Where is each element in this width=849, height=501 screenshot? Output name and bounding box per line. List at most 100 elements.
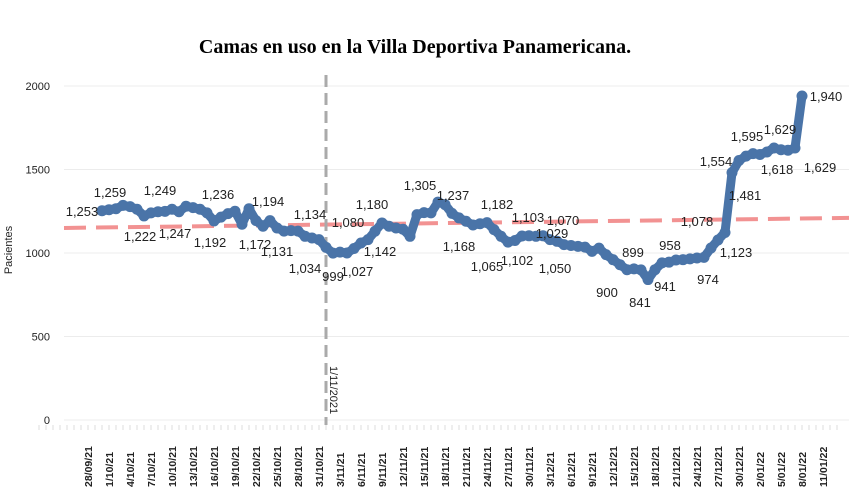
x-tick-label: 16/10/21 (209, 446, 221, 487)
data-label: 1,034 (289, 261, 322, 276)
x-tick-label: 6/11/21 (356, 452, 368, 487)
data-label: 1,253 (66, 204, 99, 219)
data-label: 1,236 (202, 187, 235, 202)
x-tick-label: 18/11/21 (440, 447, 452, 487)
data-label: 1,102 (501, 253, 534, 268)
x-tick-label: 4/10/21 (125, 452, 137, 487)
x-tick-label: 2/01/22 (755, 452, 767, 487)
data-point (649, 264, 661, 276)
x-tick-label: 6/12/21 (566, 452, 578, 487)
data-point (796, 90, 808, 102)
y-axis-label: Pacientes (3, 225, 15, 274)
data-label: 1,180 (356, 197, 389, 212)
data-point (404, 230, 416, 242)
data-point (635, 264, 647, 276)
x-tick-label: 31/10/21 (314, 446, 326, 487)
x-tick-label: 10/10/21 (167, 446, 179, 487)
data-label: 1,080 (332, 215, 365, 230)
data-point (712, 234, 724, 246)
x-tick-label: 19/10/21 (230, 446, 242, 487)
data-point (789, 142, 801, 154)
data-label: 1,168 (443, 239, 476, 254)
data-label: 1,554 (700, 154, 733, 169)
data-point (642, 274, 654, 286)
data-label: 1,182 (481, 197, 514, 212)
x-tick-label: 9/11/21 (377, 452, 389, 487)
data-label: 1,618 (761, 162, 794, 177)
vertical-marker-label: 1/11/2021 (327, 366, 339, 414)
data-label: 1,192 (194, 235, 227, 250)
data-label: 1,142 (364, 244, 397, 259)
data-label: 1,237 (437, 188, 470, 203)
data-point (362, 234, 374, 246)
data-point (201, 207, 213, 219)
data-point (369, 225, 381, 237)
data-point (719, 226, 731, 238)
x-tick-label: 3/12/21 (545, 452, 557, 487)
data-point (229, 205, 241, 217)
data-label: 1,065 (471, 259, 504, 274)
data-label: 1,050 (539, 261, 572, 276)
x-tick-label: 24/11/21 (482, 447, 494, 487)
data-point (593, 242, 605, 254)
data-point (488, 224, 500, 236)
data-label: 899 (622, 245, 644, 260)
y-tick-label: 1000 (26, 248, 50, 260)
x-tick-label: 15/11/21 (419, 447, 431, 487)
data-point (236, 218, 248, 230)
chart-title: Camas en uso en la Villa Deportiva Panam… (198, 36, 632, 58)
data-label: 1,131 (261, 244, 294, 259)
data-point (425, 207, 437, 219)
y-tick-label: 500 (32, 332, 50, 344)
data-label: 974 (697, 272, 719, 287)
data-label: 900 (596, 285, 618, 300)
x-tick-label: 5/01/22 (776, 452, 788, 487)
data-point (481, 217, 493, 229)
data-label: 1,481 (729, 188, 762, 203)
x-tick-label: 21/11/21 (461, 447, 473, 487)
x-tick-label: 18/12/21 (650, 446, 662, 487)
data-label: 1,629 (804, 160, 837, 175)
x-tick-label: 9/12/21 (587, 452, 599, 487)
x-tick-label: 28/10/21 (293, 446, 305, 487)
data-label: 1,078 (681, 214, 714, 229)
y-tick-label: 1500 (26, 165, 50, 177)
data-label: 1,305 (404, 178, 437, 193)
data-label: 958 (659, 238, 681, 253)
x-tick-label: 12/12/21 (608, 446, 620, 487)
x-tick-label: 3/11/21 (335, 452, 347, 487)
x-tick-label: 13/10/21 (188, 446, 200, 487)
data-point (397, 223, 409, 235)
data-point (131, 203, 143, 215)
x-tick-label: 30/12/21 (734, 446, 746, 487)
data-label: 999 (322, 269, 344, 284)
data-label: 1,134 (294, 207, 327, 222)
x-tick-label: 28/09/21 (83, 446, 95, 487)
x-tick-label: 30/11/21 (524, 447, 536, 487)
x-tick-label: 21/12/21 (671, 446, 683, 487)
data-label: 1,629 (764, 122, 797, 137)
data-label: 1,123 (720, 245, 753, 260)
x-tick-label: 1/10/21 (104, 452, 116, 487)
data-point (264, 215, 276, 227)
x-tick-label: 15/12/21 (629, 446, 641, 487)
data-point (243, 203, 255, 215)
data-label: 941 (654, 279, 676, 294)
x-tick-label: 25/10/21 (272, 446, 284, 487)
x-tick-label: 22/10/21 (251, 446, 263, 487)
data-label: 1,940 (810, 89, 843, 104)
y-tick-label: 0 (44, 415, 50, 427)
x-tick-label: 12/11/21 (398, 447, 410, 487)
x-tick-label: 27/12/21 (713, 446, 725, 487)
data-label: 841 (629, 295, 651, 310)
x-tick-label: 7/10/21 (146, 452, 158, 487)
data-label: 1,070 (547, 213, 580, 228)
data-label: 1,249 (144, 183, 177, 198)
data-point (705, 242, 717, 254)
x-tick-label: 11/01/22 (818, 447, 830, 487)
data-point (726, 167, 738, 179)
data-label: 1,247 (159, 226, 192, 241)
data-point (698, 251, 710, 263)
data-point (439, 199, 451, 211)
data-label: 1,595 (731, 129, 764, 144)
